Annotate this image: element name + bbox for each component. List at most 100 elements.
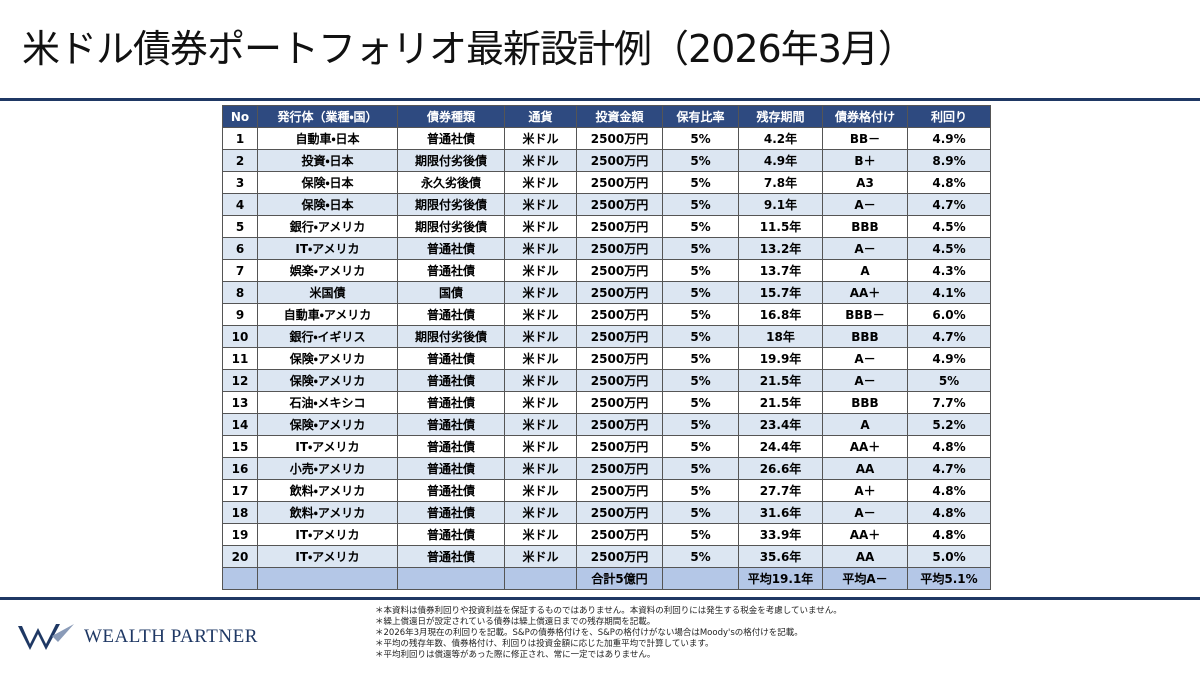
footnote: ＊平均利回りは償還等があった際に修正され、常に一定ではありません。 [375, 650, 656, 660]
footer-cell: 平均5.1% [907, 567, 991, 590]
cell: BBB [822, 325, 908, 348]
cell: 11.5年 [738, 215, 823, 238]
column-header: 利回り [907, 105, 991, 128]
cell: 国債 [397, 281, 505, 304]
cell: 1 [222, 127, 258, 150]
cell: 18年 [738, 325, 823, 348]
cell: 23.4年 [738, 413, 823, 436]
cell: IT・アメリカ [257, 237, 398, 260]
cell: 4.5% [907, 215, 991, 238]
cell: 4.7% [907, 325, 991, 348]
cell: 15 [222, 435, 258, 458]
cell: 普通社債 [397, 523, 505, 546]
table-row: 7 娯楽・アメリカ 普通社債 米ドル 2500万円 5% 13.7年 A 4.3% [222, 259, 991, 282]
table-row: 10 銀行・イギリス 期限付劣後債 米ドル 2500万円 5% 18年 BBB 4.7% [222, 325, 991, 348]
cell: 5% [662, 193, 739, 216]
logo-text: WEALTH PARTNER [84, 626, 258, 647]
cell: 2500万円 [576, 391, 663, 414]
cell: A＋ [822, 479, 908, 502]
cell: 27.7年 [738, 479, 823, 502]
cell: 2500万円 [576, 413, 663, 436]
cell: 2500万円 [576, 545, 663, 568]
cell: 4.9% [907, 347, 991, 370]
cell: 飲料・アメリカ [257, 501, 398, 524]
cell: 米ドル [504, 259, 577, 282]
cell: 米ドル [504, 545, 577, 568]
cell: A－ [822, 193, 908, 216]
cell: 26.6年 [738, 457, 823, 480]
cell: AA＋ [822, 523, 908, 546]
cell: 5% [662, 171, 739, 194]
cell: 米国債 [257, 281, 398, 304]
cell: 2500万円 [576, 281, 663, 304]
table-row: 6 IT・アメリカ 普通社債 米ドル 2500万円 5% 13.2年 A－ 4.5% [222, 237, 991, 260]
cell: 普通社債 [397, 303, 505, 326]
footer-row: 合計5億円 平均19.1年 平均A－ 平均5.1% [222, 567, 991, 590]
cell: 普通社債 [397, 545, 505, 568]
cell: 期限付劣後債 [397, 193, 505, 216]
cell: 石油・メキシコ [257, 391, 398, 414]
cell: 4.3% [907, 259, 991, 282]
cell: 2500万円 [576, 259, 663, 282]
table-row: 4 保険・日本 期限付劣後債 米ドル 2500万円 5% 9.1年 A－ 4.7% [222, 193, 991, 216]
cell: 2500万円 [576, 127, 663, 150]
cell: 2 [222, 149, 258, 172]
cell: 2500万円 [576, 303, 663, 326]
cell: 期限付劣後債 [397, 325, 505, 348]
cell: 4.9% [907, 127, 991, 150]
cell: 5% [662, 237, 739, 260]
cell: A [822, 413, 908, 436]
cell: 自動車・アメリカ [257, 303, 398, 326]
cell: 12 [222, 369, 258, 392]
cell: 3 [222, 171, 258, 194]
cell: 銀行・アメリカ [257, 215, 398, 238]
cell: 保険・日本 [257, 171, 398, 194]
cell: AA [822, 545, 908, 568]
cell: 5% [662, 347, 739, 370]
footnote: ＊2026年3月現在の利回りを記載。S&Pの債券格付けを、S&Pの格付けがない場… [375, 628, 803, 638]
cell: 普通社債 [397, 479, 505, 502]
cell: 5% [907, 369, 991, 392]
column-header: No [222, 105, 258, 128]
logo: WEALTH PARTNER [16, 622, 258, 652]
cell: 5 [222, 215, 258, 238]
cell: BBB－ [822, 303, 908, 326]
cell: 普通社債 [397, 347, 505, 370]
footer-cell [397, 567, 505, 590]
cell: 自動車・日本 [257, 127, 398, 150]
top-rule [0, 98, 1200, 101]
cell: 5.0% [907, 545, 991, 568]
cell: 6 [222, 237, 258, 260]
cell: 保険・日本 [257, 193, 398, 216]
cell: 米ドル [504, 435, 577, 458]
cell: 13.2年 [738, 237, 823, 260]
cell: 20 [222, 545, 258, 568]
cell: 4.8% [907, 523, 991, 546]
cell: 8.9% [907, 149, 991, 172]
cell: 銀行・イギリス [257, 325, 398, 348]
cell: A－ [822, 237, 908, 260]
cell: 13.7年 [738, 259, 823, 282]
cell: 米ドル [504, 369, 577, 392]
cell: 5% [662, 215, 739, 238]
cell: 5% [662, 457, 739, 480]
cell: 14 [222, 413, 258, 436]
cell: 2500万円 [576, 479, 663, 502]
cell: 31.6年 [738, 501, 823, 524]
cell: 9 [222, 303, 258, 326]
cell: 5% [662, 501, 739, 524]
cell: 米ドル [504, 457, 577, 480]
cell: 米ドル [504, 171, 577, 194]
table-row: 3 保険・日本 永久劣後債 米ドル 2500万円 5% 7.8年 A3 4.8% [222, 171, 991, 194]
cell: 普通社債 [397, 413, 505, 436]
cell: 普通社債 [397, 501, 505, 524]
cell: 33.9年 [738, 523, 823, 546]
cell: 普通社債 [397, 127, 505, 150]
cell: 米ドル [504, 413, 577, 436]
cell: 9.1年 [738, 193, 823, 216]
cell: 10 [222, 325, 258, 348]
cell: 永久劣後債 [397, 171, 505, 194]
table-row: 1 自動車・日本 普通社債 米ドル 2500万円 5% 4.2年 BB－ 4.9% [222, 127, 991, 150]
footer-cell: 平均A－ [822, 567, 908, 590]
logo-mark [18, 624, 74, 650]
